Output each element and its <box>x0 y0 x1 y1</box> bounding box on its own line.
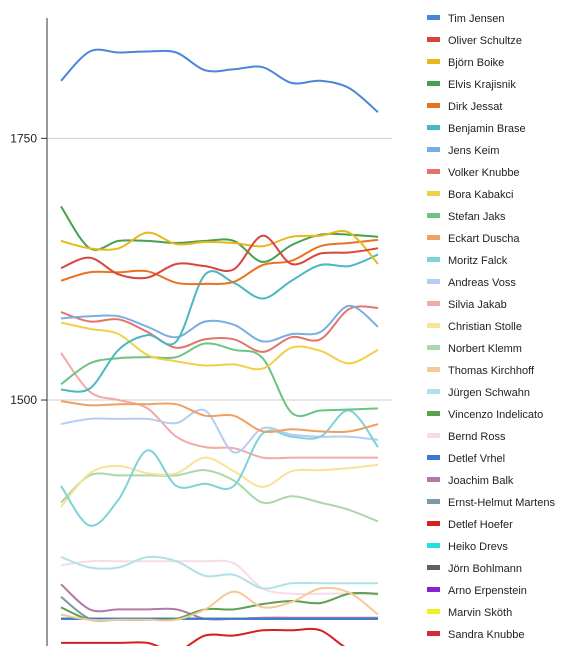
legend-swatch-joachim-balk <box>427 477 440 482</box>
legend-label-sandra-knubbe: Sandra Knubbe <box>448 629 524 641</box>
legend-swatch-vincenzo-indelicato <box>427 411 440 416</box>
legend-label-joachim-balk: Joachim Balk <box>448 475 514 487</box>
legend-label-moritz-falck: Moritz Falck <box>448 255 508 267</box>
legend-label-christian-stolle: Christian Stolle <box>448 321 522 333</box>
legend-swatch-bj-rn-boike <box>427 59 440 64</box>
legend-swatch-detlef-hoefer <box>427 521 440 526</box>
legend-label-vincenzo-indelicato: Vincenzo Indelicato <box>448 409 543 421</box>
legend-swatch-detlef-vrhel <box>427 455 440 460</box>
series-line-vincenzo-indelicato <box>60 591 379 622</box>
series-line-norbert-klemm <box>60 469 379 523</box>
series-line-christian-stolle <box>60 456 379 508</box>
legend-swatch-eckart-duscha <box>427 235 440 240</box>
legend-label-elvis-krajisnik: Elvis Krajisnik <box>448 79 516 91</box>
legend-swatch-dirk-jessat <box>427 103 440 108</box>
legend-swatch-bora-kabakci <box>427 191 440 196</box>
legend-label-heiko-drevs: Heiko Drevs <box>448 541 508 553</box>
legend-swatch-oliver-schultze <box>427 37 440 42</box>
series-line-eckart-duscha <box>60 400 379 434</box>
series-line-elvis-krajisnik <box>60 205 379 263</box>
series-line-andreas-voss <box>60 408 379 454</box>
legend-swatch-norbert-klemm <box>427 345 440 350</box>
plot-lines <box>60 48 379 646</box>
legend-label-j-rn-bohlmann: Jörn Bohlmann <box>448 563 522 575</box>
legend-swatch-bernd-ross <box>427 433 440 438</box>
legend-label-bora-kabakci: Bora Kabakci <box>448 189 513 201</box>
legend-label-arno-erpenstein: Arno Erpenstein <box>448 585 527 597</box>
legend-swatch-elvis-krajisnik <box>427 81 440 86</box>
series-line-bernd-ross <box>60 559 379 596</box>
legend-label-bj-rn-boike: Björn Boike <box>448 57 504 69</box>
legend-label-detlef-hoefer: Detlef Hoefer <box>448 519 513 531</box>
y-tick-label-1750: 1750 <box>10 131 37 145</box>
legend-label-dirk-jessat: Dirk Jessat <box>448 101 502 113</box>
legend-label-silvia-jakab: Silvia Jakab <box>448 299 507 311</box>
legend-swatch-jens-keim <box>427 147 440 152</box>
legend-swatch-andreas-voss <box>427 279 440 284</box>
legend-label-norbert-klemm: Norbert Klemm <box>448 343 522 355</box>
series-line-tim-jensen <box>60 48 379 113</box>
series-line-j-rgen-schwahn <box>60 555 378 590</box>
series-line-stefan-jaks <box>60 342 379 418</box>
legend-label-marvin-sk-th: Marvin Sköth <box>448 607 512 619</box>
legend-swatch-volker-knubbe <box>427 169 440 174</box>
legend-swatch-j-rn-bohlmann <box>427 565 440 570</box>
series-line-joachim-balk <box>60 583 378 621</box>
legend-label-volker-knubbe: Volker Knubbe <box>448 167 520 179</box>
legend-label-bernd-ross: Bernd Ross <box>448 431 506 443</box>
series-line-dirk-jessat <box>60 238 379 286</box>
legend-label-andreas-voss: Andreas Voss <box>448 277 516 289</box>
grid-lines <box>47 137 392 401</box>
legend-label-detlef-vrhel: Detlef Vrhel <box>448 453 505 465</box>
series-line-volker-knubbe <box>60 305 379 353</box>
series-line-bj-rn-boike <box>60 230 379 265</box>
legend-label-ernst-helmut-martens: Ernst-Helmut Martens <box>448 497 555 509</box>
y-tick-label-1500: 1500 <box>10 393 37 407</box>
legend-swatch-benjamin-brase <box>427 125 440 130</box>
legend-swatch-marvin-sk-th <box>427 609 440 614</box>
legend-label-tim-jensen: Tim Jensen <box>448 13 504 25</box>
series-line-jens-keim <box>60 304 379 343</box>
series-line-detlef-hoefer <box>60 627 346 646</box>
legend-swatch-christian-stolle <box>427 323 440 328</box>
series-line-benjamin-brase <box>60 253 379 393</box>
series-line-bora-kabakci <box>60 321 379 371</box>
series-line-thomas-kirchhoff <box>60 586 379 622</box>
series-line-oliver-schultze <box>60 234 379 280</box>
legend-swatch-stefan-jaks <box>427 213 440 218</box>
legend-label-eckart-duscha: Eckart Duscha <box>448 233 520 245</box>
legend-swatch-moritz-falck <box>427 257 440 262</box>
legend-swatch-thomas-kirchhoff <box>427 367 440 372</box>
legend-swatch-arno-erpenstein <box>427 587 440 592</box>
legend-label-jens-keim: Jens Keim <box>448 145 499 157</box>
series-line-silvia-jakab <box>60 352 378 460</box>
legend-label-j-rgen-schwahn: Jürgen Schwahn <box>448 387 530 399</box>
series-line-moritz-falck <box>60 409 379 527</box>
legend-swatch-j-rgen-schwahn <box>427 389 440 394</box>
legend-swatch-heiko-drevs <box>427 543 440 548</box>
legend-swatch-tim-jensen <box>427 15 440 20</box>
legend-label-oliver-schultze: Oliver Schultze <box>448 35 522 47</box>
legend-swatch-silvia-jakab <box>427 301 440 306</box>
legend-label-benjamin-brase: Benjamin Brase <box>448 123 526 135</box>
legend-label-thomas-kirchhoff: Thomas Kirchhoff <box>448 365 535 377</box>
legend-swatch-ernst-helmut-martens <box>427 499 440 504</box>
legend-swatch-sandra-knubbe <box>427 631 440 636</box>
y-axis-ticks: 1500 1750 <box>10 131 47 407</box>
legend: Tim Jensen Oliver Schultze Björn Boike Elvi… <box>427 13 555 641</box>
legend-label-stefan-jaks: Stefan Jaks <box>448 211 506 223</box>
